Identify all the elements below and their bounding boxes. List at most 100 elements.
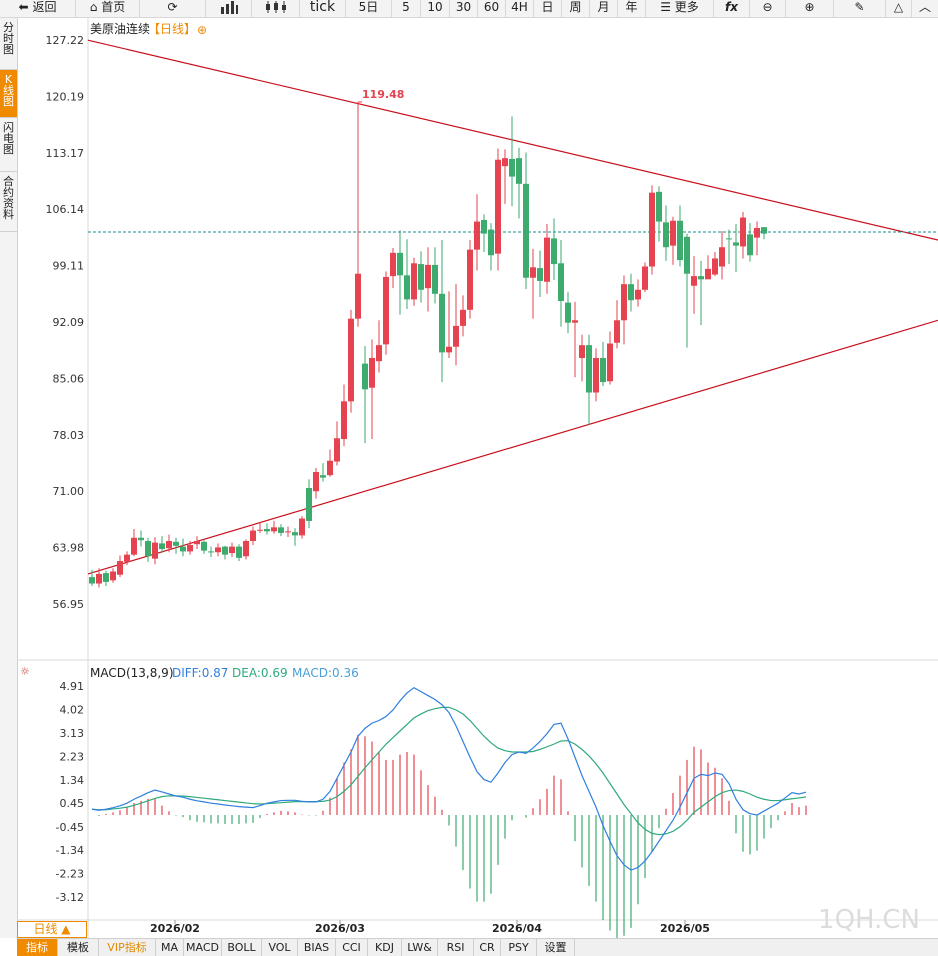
macd-y-tick-label: -1.34 <box>56 844 84 857</box>
candle-body <box>229 546 235 554</box>
tab-rsi[interactable]: RSI <box>438 939 474 956</box>
bar-chart-icon <box>220 1 238 14</box>
period-5[interactable]: 5 <box>392 0 421 17</box>
candle-body <box>131 537 137 555</box>
candle-body <box>537 268 543 281</box>
period-4h[interactable]: 4H <box>506 0 534 17</box>
candle-body <box>488 229 494 256</box>
candle-body <box>257 529 263 531</box>
tab-kdj[interactable]: KDJ <box>368 939 402 956</box>
candle-body <box>726 238 732 240</box>
candle-body <box>348 318 354 402</box>
period-5d[interactable]: 5日 <box>346 0 392 17</box>
candle-body <box>621 284 627 321</box>
candle-body <box>719 247 725 267</box>
candle-body <box>544 237 550 282</box>
y-tick-label: 71.00 <box>53 485 85 498</box>
back-label: 返回 <box>32 0 57 14</box>
draw-line-button[interactable]: ✎ <box>834 0 886 17</box>
candle-body <box>383 276 389 345</box>
candle-body <box>404 275 410 300</box>
candle-body <box>334 438 340 462</box>
chart-period-tag: 【日线】 <box>148 22 196 36</box>
candle-body <box>341 401 347 440</box>
period-year[interactable]: 年 <box>618 0 646 17</box>
bar-chart-button[interactable] <box>206 0 252 17</box>
diff-line <box>91 686 807 871</box>
tab-cci[interactable]: CCI <box>336 939 368 956</box>
tab-boll[interactable]: BOLL <box>222 939 262 956</box>
candle-body <box>194 540 200 545</box>
tab-timeshare[interactable]: 分时图 <box>0 18 17 70</box>
candle-body <box>362 363 368 390</box>
pencil-icon: ✎ <box>854 0 865 14</box>
collapse-button[interactable]: ︿ <box>912 0 938 17</box>
home-button[interactable]: ⌂ 首页 <box>76 0 140 17</box>
home-label: 首页 <box>101 0 126 14</box>
tab-vip-indicator[interactable]: VIP指标 <box>99 939 156 956</box>
candle-body <box>642 266 648 290</box>
candle-body <box>614 320 620 343</box>
y-tick-label: 127.22 <box>46 34 85 47</box>
tab-kline[interactable]: K线图 <box>0 70 17 118</box>
y-tick-label: 99.11 <box>53 260 85 273</box>
dea-line <box>91 706 807 836</box>
period-month[interactable]: 月 <box>590 0 618 17</box>
tick-button[interactable]: tick <box>300 0 346 17</box>
macd-y-tick-label: 2.23 <box>60 750 85 763</box>
more-button[interactable]: ☰ 更多 <box>646 0 714 17</box>
candle-body <box>530 267 536 278</box>
period-week[interactable]: 周 <box>562 0 590 17</box>
y-tick-label: 92.09 <box>53 316 85 329</box>
tab-contract-info[interactable]: 合约资料 <box>0 172 17 232</box>
candle-body <box>173 541 179 546</box>
period-selector-button[interactable]: 日线 ▲ <box>17 921 87 938</box>
candle-body <box>103 573 109 582</box>
shape-button[interactable]: △ <box>886 0 912 17</box>
back-button[interactable]: ⬅ 返回 <box>0 0 76 17</box>
tab-psy[interactable]: PSY <box>501 939 537 956</box>
price-chart[interactable]: 美原油连续【日线】 ⊕ 127.22 120.19 113.17 106.14 99.11 9… <box>0 18 938 938</box>
candle-body <box>467 249 473 310</box>
triangle-icon: △ <box>893 0 904 14</box>
candle-body <box>117 561 123 575</box>
candle-body <box>222 546 228 555</box>
tab-flash[interactable]: 闪电图 <box>0 118 17 172</box>
candle-body <box>670 220 676 246</box>
period-60[interactable]: 60 <box>478 0 506 17</box>
tab-settings[interactable]: 设置 <box>537 939 575 956</box>
candle-body <box>474 221 480 250</box>
tab-ma[interactable]: MA <box>156 939 184 956</box>
candle-body <box>425 264 431 289</box>
sidebar: 分时图 K线图 闪电图 合约资料 <box>0 18 18 938</box>
tab-template[interactable]: 模板 <box>58 939 99 956</box>
x-tick-label: 2026/03 <box>315 922 365 935</box>
tab-indicator[interactable]: 指标 <box>17 939 58 956</box>
candle-body <box>439 293 445 353</box>
candle-body <box>159 543 165 550</box>
zoom-out-button[interactable]: ⊖ <box>750 0 786 17</box>
candle-button[interactable] <box>252 0 300 17</box>
candle-body <box>271 527 277 532</box>
x-tick-label: 2026/04 <box>492 922 542 935</box>
candle-body <box>306 488 312 521</box>
formula-button[interactable]: fx <box>714 0 750 17</box>
candle-body <box>628 284 634 301</box>
macd-y-tick-label: -3.12 <box>56 891 84 904</box>
home-icon: ⌂ <box>89 0 98 14</box>
tab-vol[interactable]: VOL <box>262 939 298 956</box>
tab-bias[interactable]: BIAS <box>298 939 336 956</box>
candle-body <box>411 263 417 300</box>
tab-lw[interactable]: LW& <box>402 939 438 956</box>
tab-macd[interactable]: MACD <box>184 939 222 956</box>
period-10[interactable]: 10 <box>421 0 450 17</box>
period-30[interactable]: 30 <box>450 0 478 17</box>
candle-body <box>565 302 571 323</box>
macd-diff-label: DIFF:0.87 <box>172 666 228 680</box>
refresh-button[interactable]: ⟳ <box>140 0 206 17</box>
candle-body <box>698 276 704 280</box>
period-day[interactable]: 日 <box>534 0 562 17</box>
tab-cr[interactable]: CR <box>474 939 501 956</box>
zoom-in-button[interactable]: ⊕ <box>786 0 834 17</box>
candle-body <box>201 541 207 551</box>
